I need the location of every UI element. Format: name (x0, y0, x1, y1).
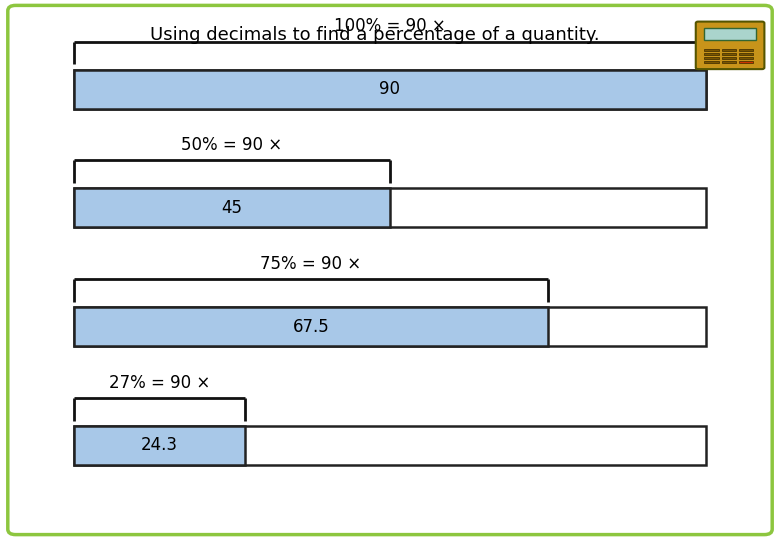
Bar (739, 49, 753, 51)
Bar (722, 57, 736, 59)
Text: 100% = 90 ×: 100% = 90 × (334, 17, 446, 35)
FancyBboxPatch shape (696, 22, 764, 69)
Bar (74, 426, 245, 465)
Bar (704, 57, 719, 59)
FancyBboxPatch shape (8, 5, 772, 535)
Text: 27% = 90 ×: 27% = 90 × (108, 374, 210, 391)
Bar (739, 60, 753, 63)
Bar (739, 57, 753, 59)
Text: Using decimals to find a percentage of a quantity.: Using decimals to find a percentage of a… (150, 26, 599, 44)
Bar (74, 188, 706, 227)
Bar (739, 52, 753, 55)
Text: 75% = 90 ×: 75% = 90 × (261, 255, 362, 273)
Bar (74, 188, 390, 227)
Text: 50% = 90 ×: 50% = 90 × (182, 136, 282, 154)
Bar (704, 28, 756, 40)
Bar (74, 70, 706, 109)
Bar (722, 49, 736, 51)
Text: 90: 90 (380, 80, 400, 98)
Bar (74, 426, 706, 465)
Bar (722, 52, 736, 55)
Bar (74, 70, 706, 109)
Bar (704, 60, 719, 63)
Bar (722, 60, 736, 63)
Bar (74, 307, 706, 346)
Text: 24.3: 24.3 (141, 436, 178, 455)
Bar (74, 307, 548, 346)
Text: 67.5: 67.5 (292, 318, 329, 336)
Bar (704, 49, 719, 51)
Text: 45: 45 (222, 199, 243, 217)
Bar (704, 52, 719, 55)
